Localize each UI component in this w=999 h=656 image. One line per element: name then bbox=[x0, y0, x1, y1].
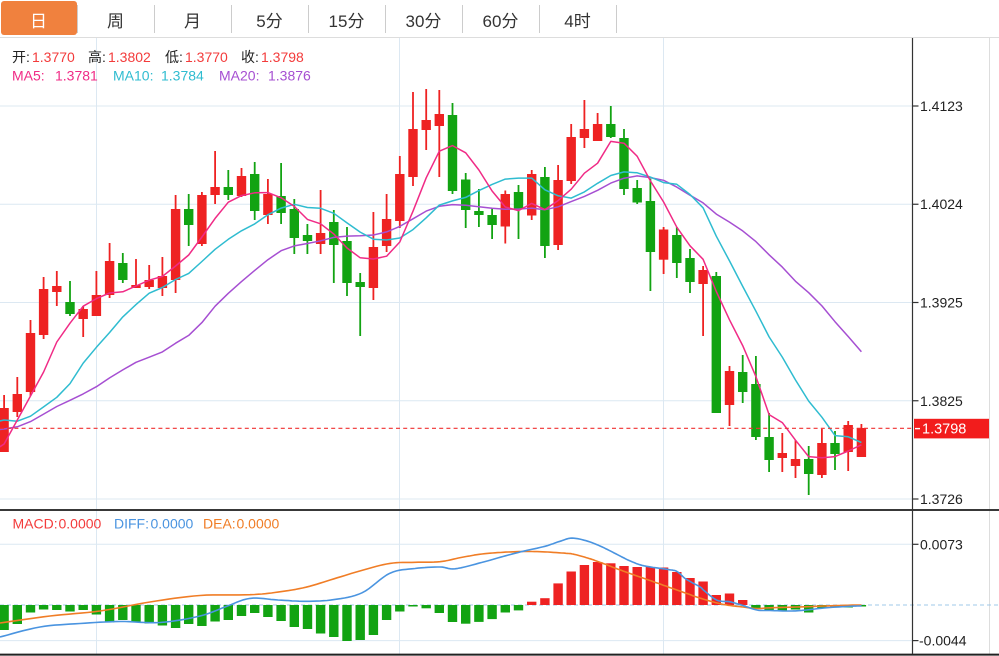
svg-text:高:: 高: bbox=[88, 49, 106, 65]
svg-text:MA5:: MA5: bbox=[12, 68, 45, 84]
svg-text:低:: 低: bbox=[165, 49, 183, 65]
svg-text:MA20:: MA20: bbox=[219, 68, 259, 84]
svg-text:0.0000: 0.0000 bbox=[237, 516, 280, 532]
svg-text:0.0073: 0.0073 bbox=[920, 536, 963, 552]
svg-text:1.3798: 1.3798 bbox=[261, 49, 304, 65]
svg-text:1.3802: 1.3802 bbox=[108, 49, 151, 65]
svg-text:0.0000: 0.0000 bbox=[59, 516, 102, 532]
svg-text:DEA:: DEA: bbox=[203, 516, 236, 532]
svg-text:1.4024: 1.4024 bbox=[920, 196, 963, 212]
svg-text:1.3925: 1.3925 bbox=[920, 295, 963, 311]
svg-text:1.3825: 1.3825 bbox=[920, 393, 963, 409]
svg-text:1.3876: 1.3876 bbox=[268, 68, 311, 84]
svg-text:DIFF:: DIFF: bbox=[114, 516, 149, 532]
svg-text:-0.0044: -0.0044 bbox=[919, 633, 967, 649]
svg-text:1.3784: 1.3784 bbox=[161, 68, 204, 84]
svg-text:1.3798: 1.3798 bbox=[922, 422, 966, 438]
svg-text:开:: 开: bbox=[12, 49, 30, 65]
svg-text:1.3770: 1.3770 bbox=[32, 49, 75, 65]
svg-text:MACD:: MACD: bbox=[13, 516, 58, 532]
svg-text:收:: 收: bbox=[241, 49, 259, 65]
svg-text:MA10:: MA10: bbox=[113, 68, 153, 84]
svg-text:1.3726: 1.3726 bbox=[920, 491, 963, 507]
svg-text:0.0000: 0.0000 bbox=[151, 516, 194, 532]
svg-text:1.3781: 1.3781 bbox=[55, 68, 98, 84]
svg-text:1.4123: 1.4123 bbox=[920, 98, 963, 114]
svg-text:1.3770: 1.3770 bbox=[185, 49, 228, 65]
